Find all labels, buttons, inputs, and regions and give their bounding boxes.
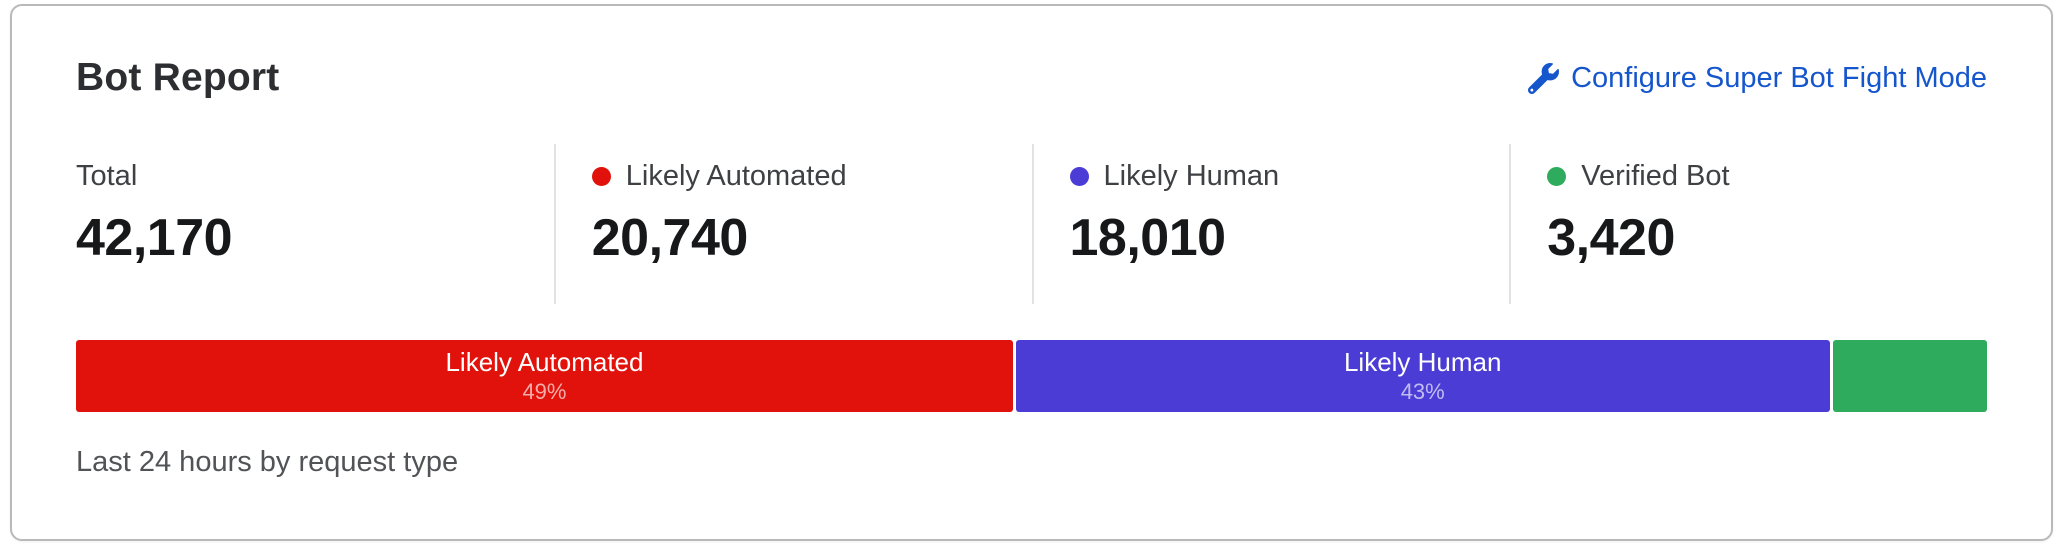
bar-segment-label: Likely Human xyxy=(1343,346,1502,377)
stacked-bar-chart: Likely Automated 49% Likely Human 43% xyxy=(76,340,1988,412)
stat-label-row: Verified Bot xyxy=(1547,160,1987,193)
footer-note: Last 24 hours by request type xyxy=(76,446,459,478)
likely-human-dot-icon xyxy=(1069,167,1089,186)
stat-label-row: Likely Human xyxy=(1069,160,1510,193)
bot-report-card: Bot Report Configure Super Bot Fight Mod… xyxy=(10,4,2053,541)
wrench-icon xyxy=(1528,62,1560,94)
stat-label: Verified Bot xyxy=(1581,160,1730,192)
stat-label: Likely Human xyxy=(1103,160,1280,192)
stat-label: Total xyxy=(76,160,138,192)
card-header: Bot Report Configure Super Bot Fight Mod… xyxy=(76,56,1987,100)
verified-bot-dot-icon xyxy=(1547,167,1567,186)
card-title: Bot Report xyxy=(76,56,280,99)
stat-value: 20,740 xyxy=(591,209,749,267)
stat-label-row: Likely Automated xyxy=(591,160,1032,193)
bar-segment-percent: 49% xyxy=(522,378,567,404)
stat-value: 3,420 xyxy=(1547,209,1675,267)
stat-total: Total 42,170 xyxy=(76,144,554,304)
bar-segment-label: Likely Automated xyxy=(445,346,644,377)
stat-likely-human: Likely Human 18,010 xyxy=(1031,144,1510,304)
stat-label-row: Total xyxy=(76,160,554,193)
stat-likely-automated: Likely Automated 20,740 xyxy=(553,144,1032,304)
bar-segment-likely-automated: Likely Automated 49% xyxy=(76,340,1013,412)
bar-segment-percent: 43% xyxy=(1400,378,1445,404)
stats-row: Total 42,170 Likely Automated 20,740 Lik… xyxy=(76,144,1987,304)
stat-value: 42,170 xyxy=(76,209,233,267)
bar-segment-verified-bot xyxy=(1832,340,1988,412)
likely-automated-dot-icon xyxy=(591,167,611,186)
configure-super-bot-fight-mode-link[interactable]: Configure Super Bot Fight Mode xyxy=(1528,62,1987,95)
bar-segment-likely-human: Likely Human 43% xyxy=(1015,340,1830,412)
configure-link-label: Configure Super Bot Fight Mode xyxy=(1571,61,1987,94)
stat-value: 18,010 xyxy=(1069,209,1227,267)
stat-verified-bot: Verified Bot 3,420 xyxy=(1509,144,1987,304)
stat-label: Likely Automated xyxy=(625,160,847,192)
